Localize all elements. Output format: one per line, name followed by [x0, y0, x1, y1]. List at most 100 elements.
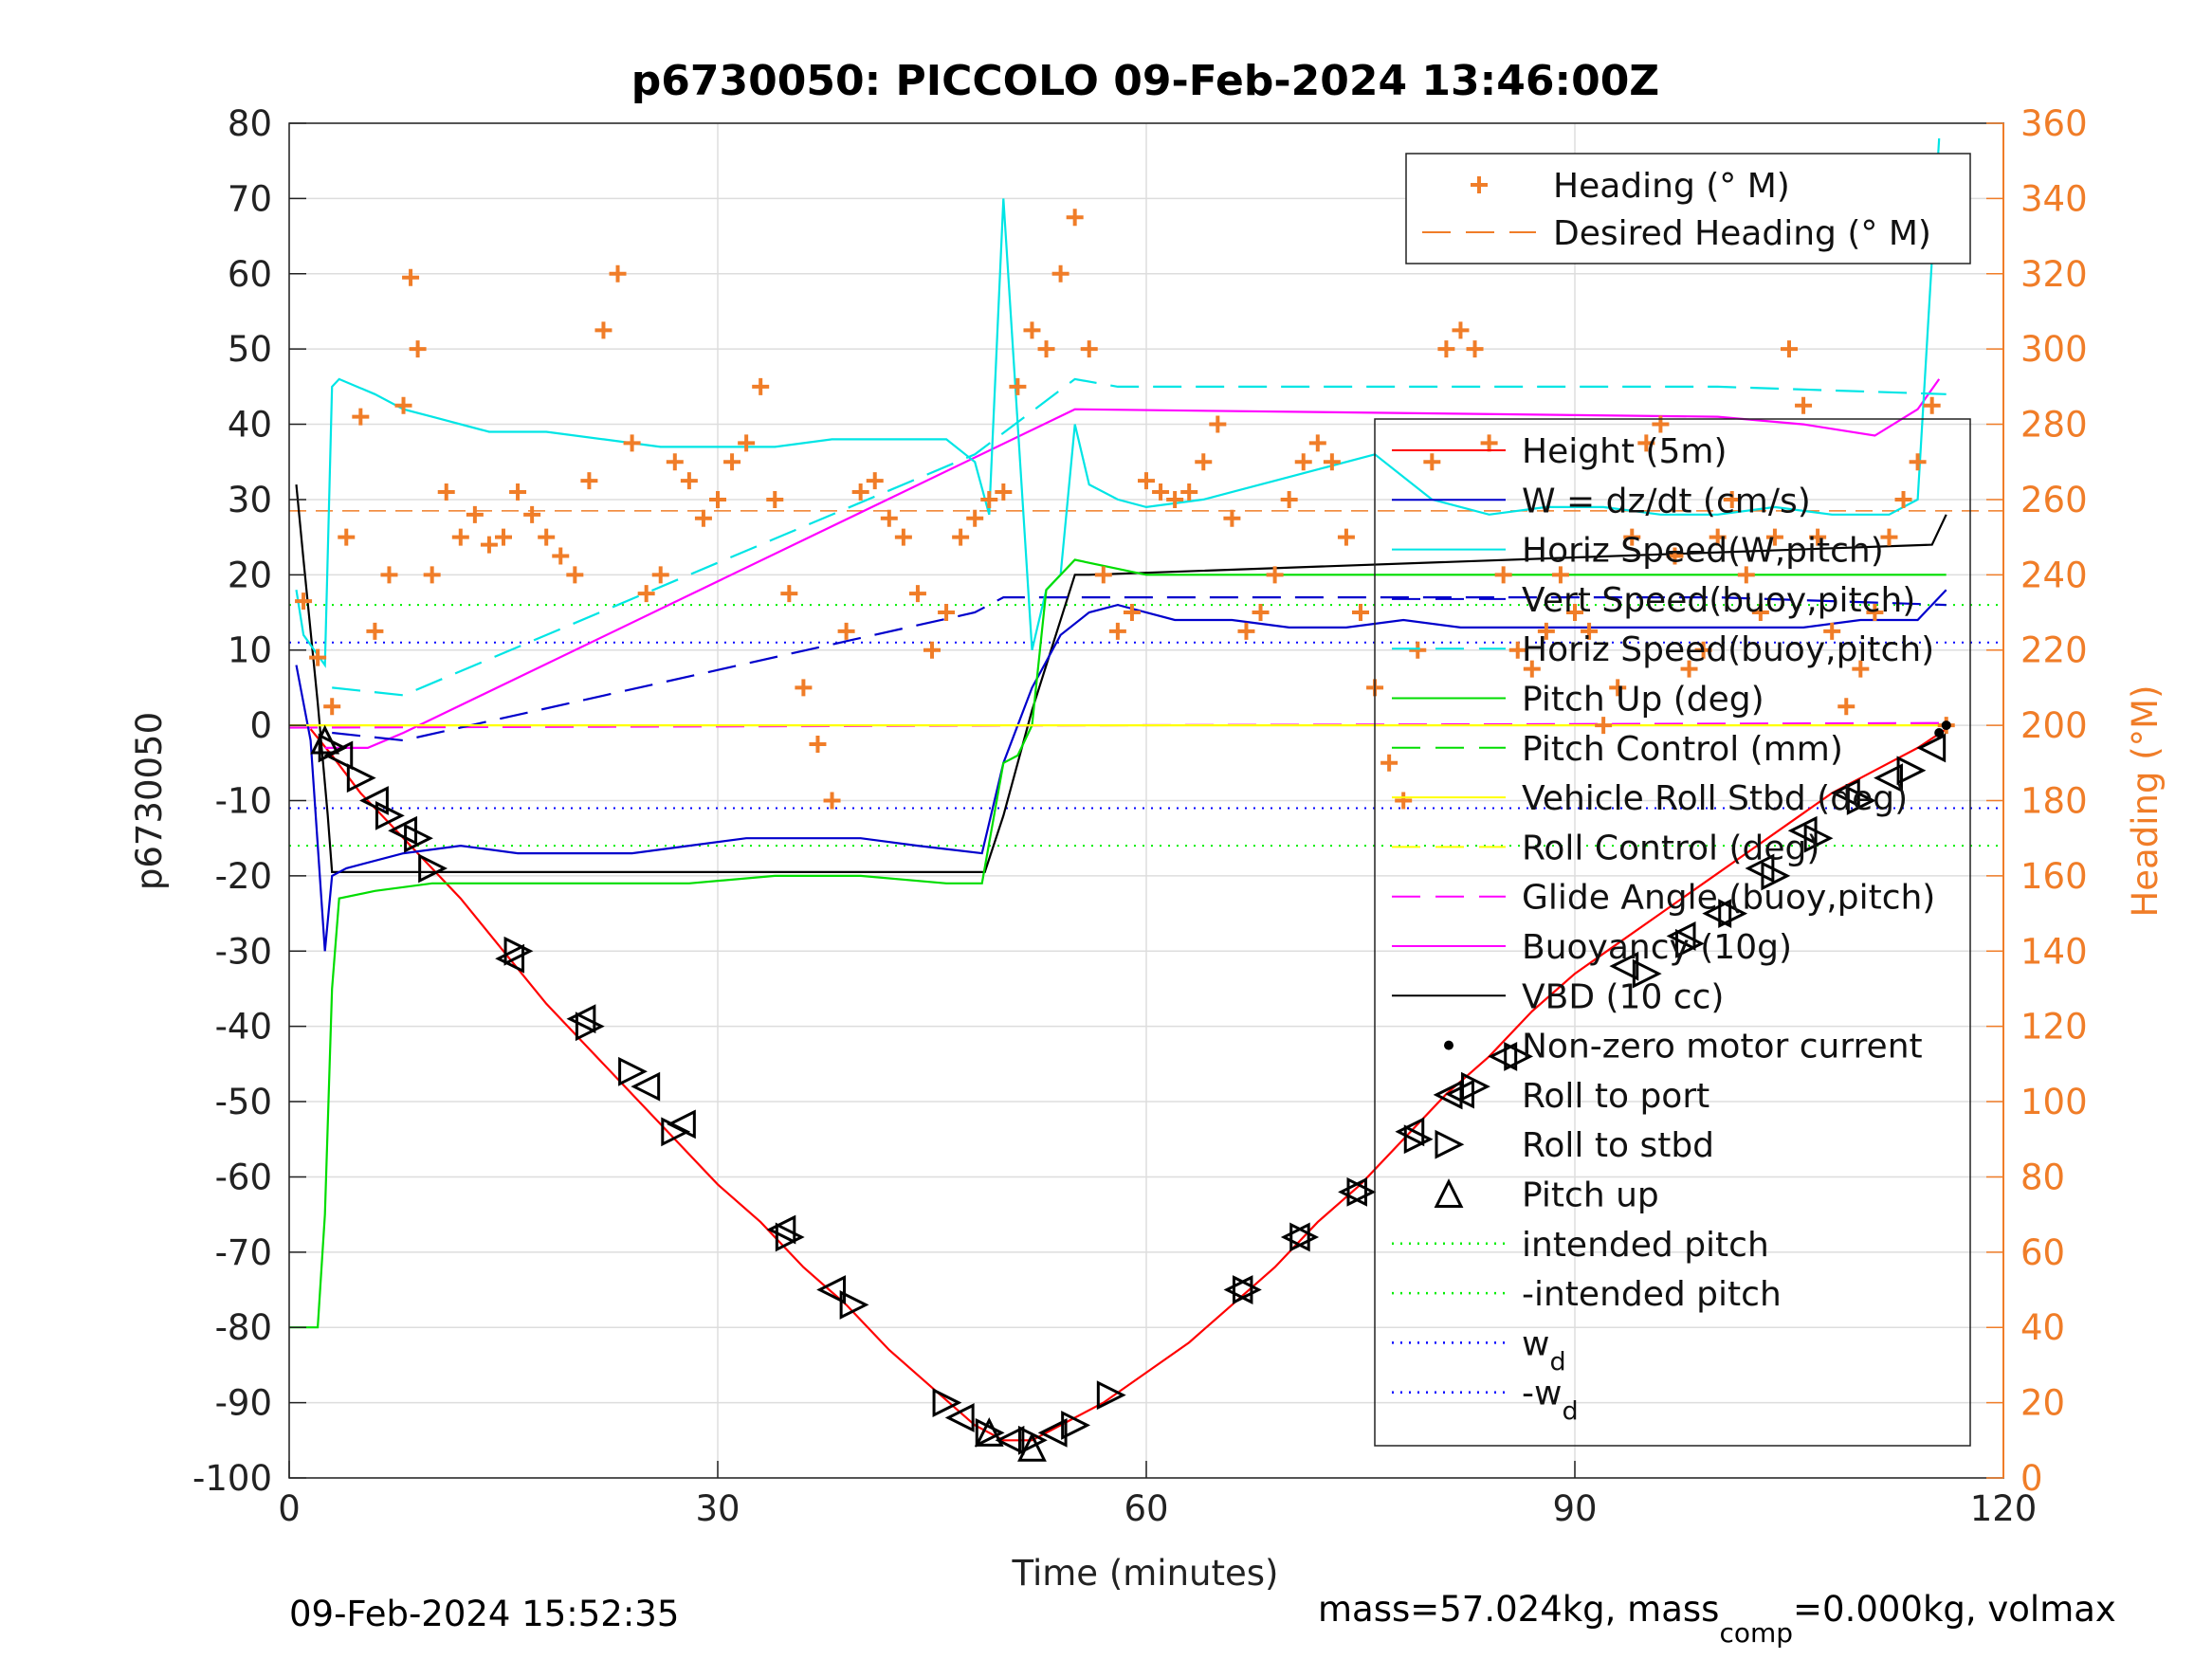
heading-point [1894, 490, 1912, 508]
series-line [295, 483, 1947, 874]
heading-point [694, 509, 712, 527]
legend-label: W = dz/dt (cm/s) [1522, 482, 1811, 520]
legend-label: VBD (10 cc) [1522, 977, 1724, 1016]
series-line [332, 595, 1947, 742]
heading-point [894, 528, 912, 546]
series-line [309, 728, 1947, 1442]
x-tick-label: 90 [1552, 1488, 1597, 1529]
roll-stbd-marker [346, 763, 376, 793]
y-tick-label: 40 [228, 405, 272, 446]
x-axis-label: Time (minutes) [1012, 1553, 1279, 1594]
heading-point [1466, 340, 1484, 358]
heading-point [966, 509, 984, 527]
heading-point [823, 792, 841, 810]
heading-point [851, 483, 869, 501]
y-tick-label: 0 [249, 705, 272, 746]
legend-label: Heading (° M) [1553, 167, 1790, 206]
roll-stbd-marker [503, 936, 534, 966]
y2-tick-label: 180 [2020, 781, 2088, 822]
heading-point [538, 528, 556, 546]
y2-tick-label: 80 [2020, 1157, 2065, 1197]
heading-point [338, 528, 356, 546]
y2-tick-label: 280 [2020, 405, 2088, 446]
y2-tick-label: 360 [2020, 103, 2088, 144]
heading-point [1395, 792, 1413, 810]
legend-label: Pitch Up (deg) [1522, 681, 1764, 720]
legend-box [1374, 418, 1971, 1447]
y2-tick-label: 300 [2020, 329, 2088, 370]
heading-point [709, 490, 726, 508]
roll-port-marker [1037, 1417, 1068, 1448]
roll-port-marker [323, 740, 354, 771]
heading-point [1308, 434, 1326, 452]
legend-label: Height (5m) [1522, 432, 1728, 471]
heading-point [880, 509, 898, 527]
heading-point [1223, 509, 1241, 527]
heading-point [1795, 396, 1813, 414]
heading-point [394, 396, 412, 414]
heading-point [1923, 396, 1941, 414]
series-line [295, 137, 1941, 668]
heading-point [366, 622, 384, 640]
legend-swatch [1433, 1080, 1463, 1110]
y-tick-label: 60 [228, 254, 272, 295]
legend-label: Roll Control (deg) [1522, 829, 1819, 867]
heading-point [1152, 483, 1170, 501]
heading-point [666, 453, 684, 471]
x-tick-label: 30 [695, 1488, 740, 1529]
chart-title: p6730050: PICCOLO 09-Feb-2024 13:46:00Z [631, 57, 1659, 105]
heading-point [1080, 340, 1098, 358]
heading-point [1323, 453, 1341, 471]
heading-point [1737, 566, 1755, 584]
motor-current-dot [1934, 728, 1945, 738]
roll-stbd-marker [375, 800, 405, 830]
heading-point [1680, 660, 1698, 678]
legend-label: Roll to stbd [1522, 1126, 1714, 1165]
y-tick-label: -30 [215, 931, 272, 972]
heading-point [1066, 209, 1084, 227]
roll-port-marker [816, 1275, 847, 1304]
heading-point [1694, 641, 1712, 659]
heading-point [1723, 490, 1741, 508]
heading-point [1237, 622, 1255, 640]
legend-swatch [1435, 1129, 1465, 1159]
heading-point [995, 483, 1013, 501]
legend-label: Glide Angle (buoy,pitch) [1522, 879, 1935, 918]
roll-port-marker [1223, 1275, 1253, 1304]
roll-port-marker [1787, 815, 1818, 846]
roll-stbd-marker [1061, 1411, 1091, 1440]
heading-point [1537, 622, 1555, 640]
heading-point [1023, 321, 1041, 339]
roll-stbd-marker [618, 1056, 648, 1086]
heading-point [580, 472, 598, 490]
heading-point [766, 490, 784, 508]
motor-current-dot [1941, 720, 1951, 731]
heading-point [908, 585, 926, 603]
heading-point [1409, 641, 1427, 659]
heading-point [423, 566, 441, 584]
y-tick-label: -40 [215, 1007, 272, 1048]
roll-stbd-marker [839, 1289, 869, 1320]
heading-point [1909, 453, 1927, 471]
heading-point [1609, 679, 1627, 697]
heading-point [980, 490, 998, 508]
roll-port-marker [388, 815, 418, 846]
roll-port-marker [944, 1403, 975, 1432]
heading-point [1765, 528, 1783, 546]
heading-point [651, 566, 669, 584]
roll-stbd-marker [1289, 1222, 1320, 1252]
roll-port-marker [1280, 1222, 1310, 1252]
x-tick-label: 0 [278, 1488, 301, 1529]
series-line [295, 589, 1947, 952]
heading-point [680, 472, 698, 490]
y-axis-label: p6730050 [129, 712, 170, 890]
roll-port-marker [1702, 899, 1732, 929]
heading-point [1166, 490, 1184, 508]
series-line [289, 558, 1947, 1329]
heading-point [295, 592, 313, 611]
legend-swatch [1434, 1178, 1464, 1208]
heading-point [795, 679, 813, 697]
heading-point [752, 377, 770, 395]
legend-label: Vert Speed(buoy,pitch) [1522, 581, 1915, 620]
heading-point [1709, 528, 1727, 546]
